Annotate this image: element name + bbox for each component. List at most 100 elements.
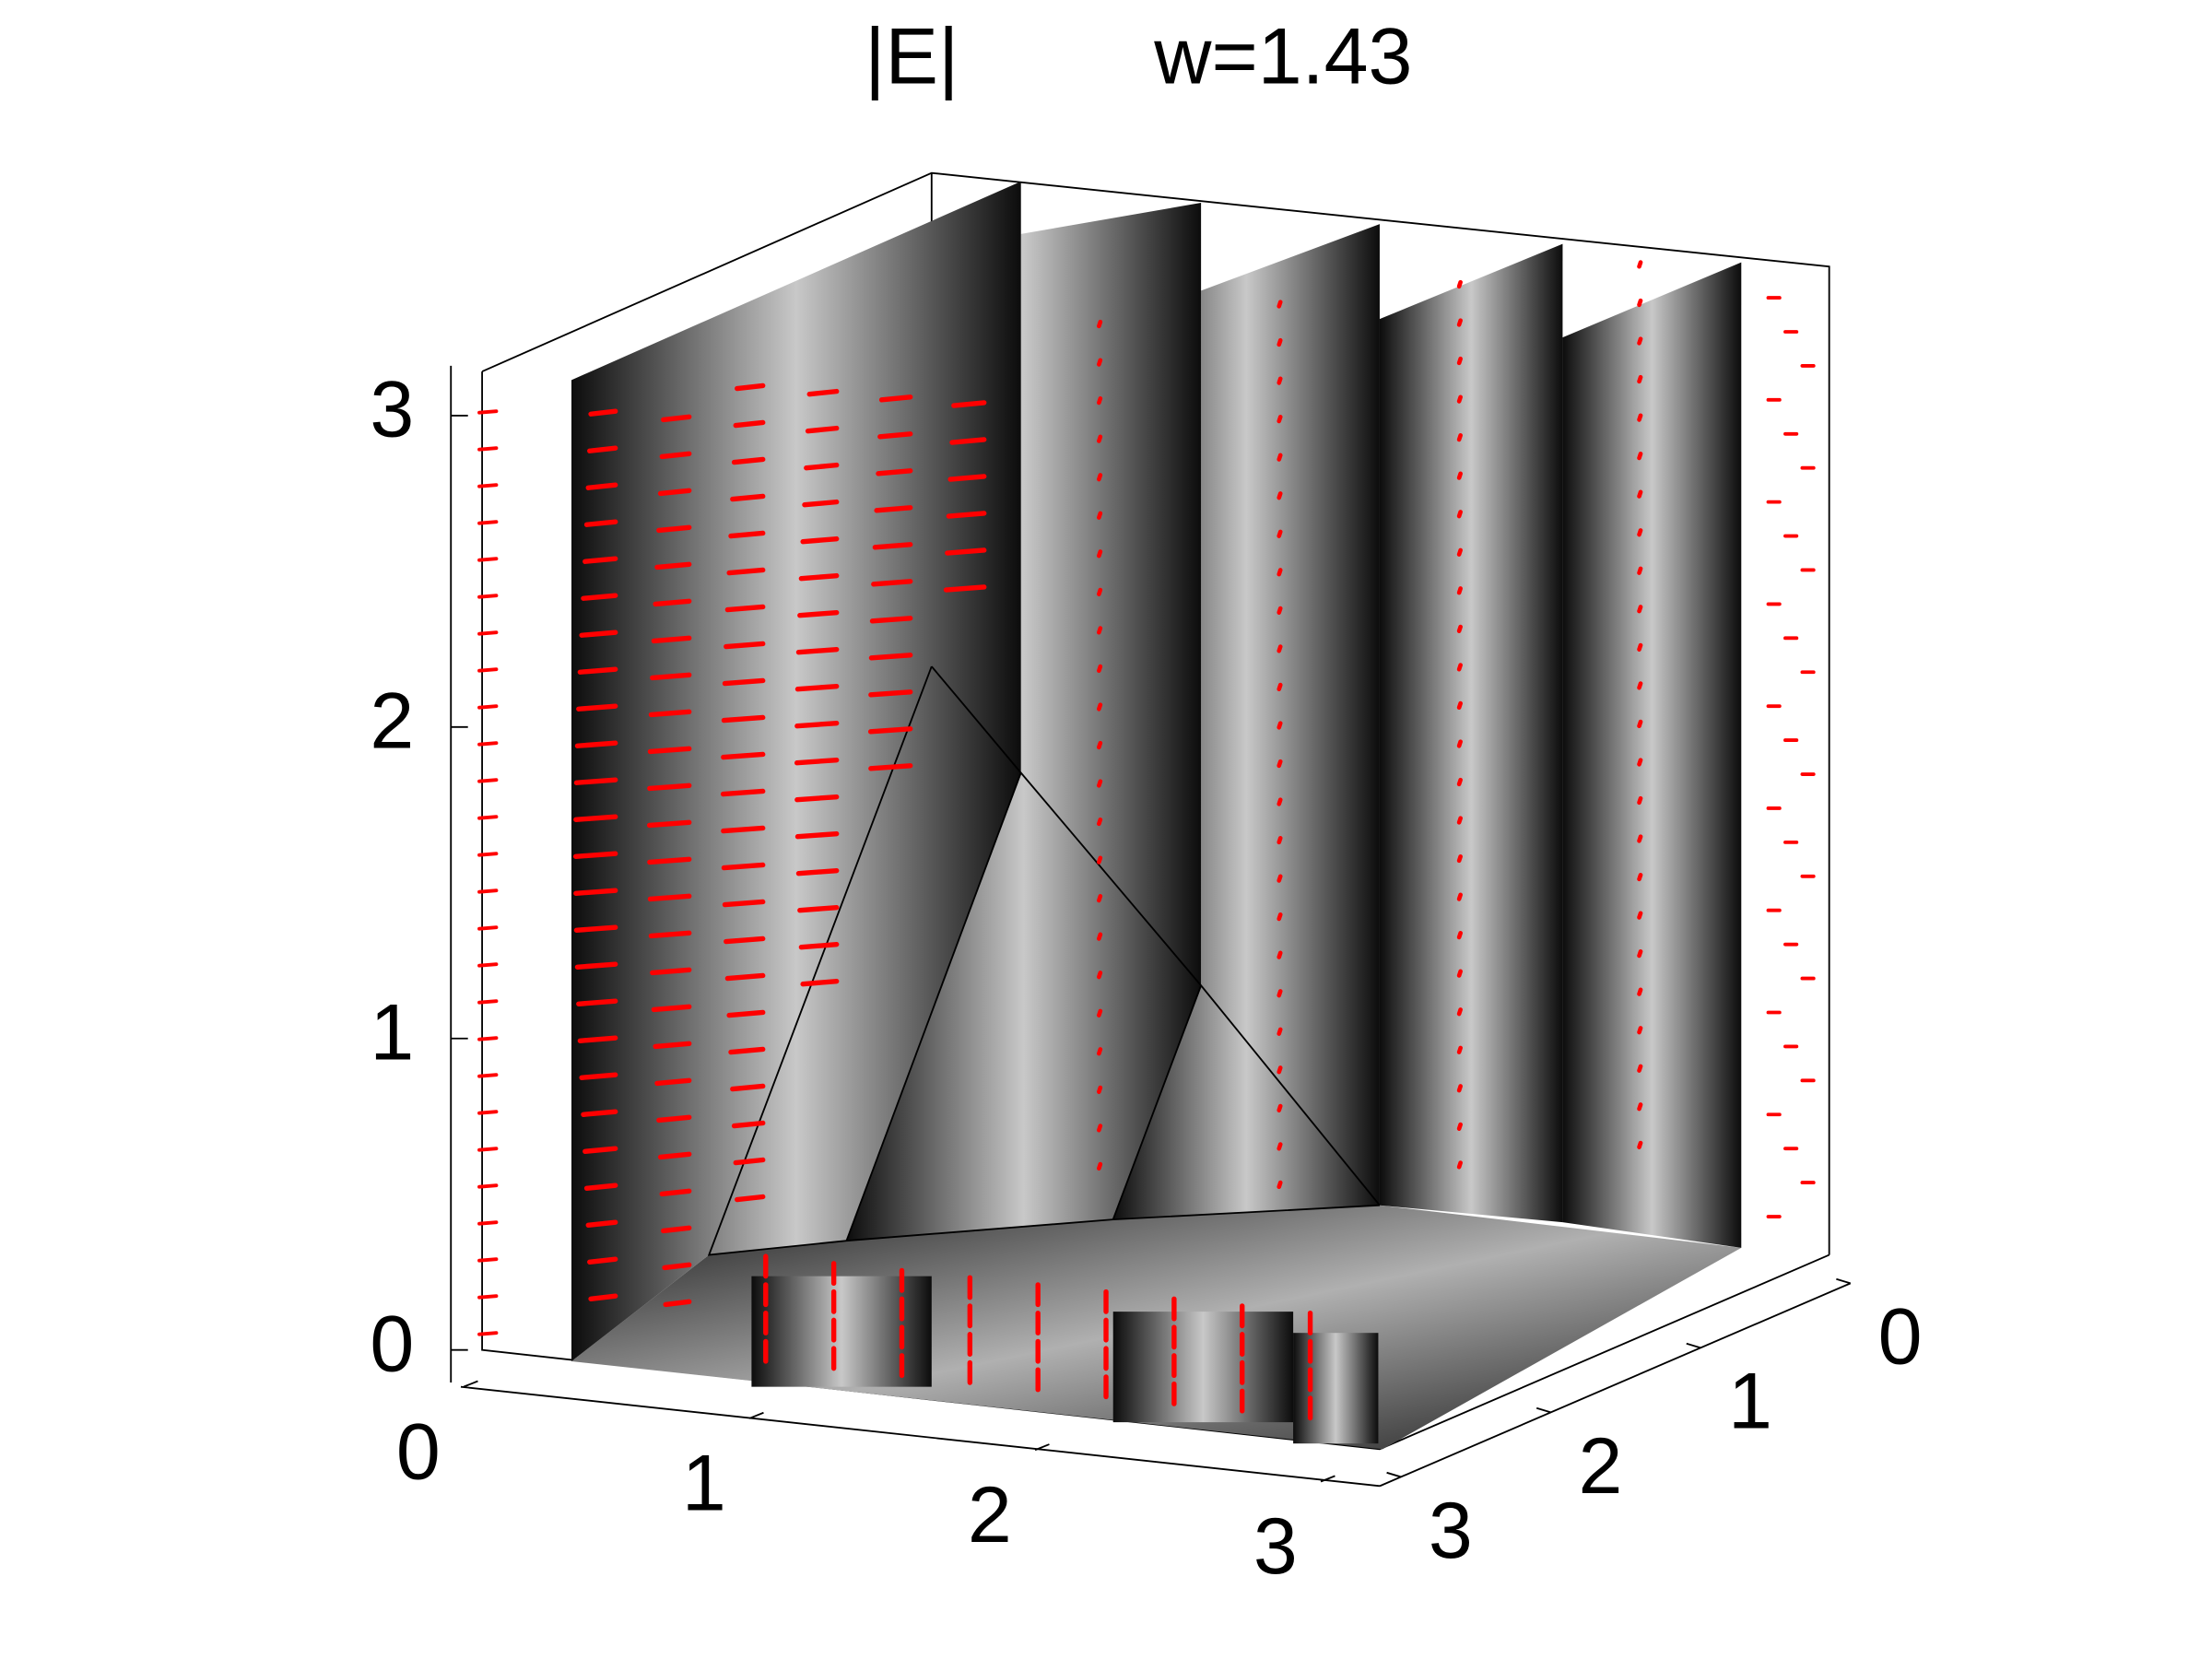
field-arrow	[949, 437, 987, 445]
field-arrow	[1637, 795, 1643, 806]
field-arrow	[477, 1220, 499, 1226]
field-arrow	[1637, 642, 1643, 652]
field-arrow	[477, 704, 499, 710]
field-arrow	[477, 1183, 499, 1189]
field-arrow	[1637, 605, 1643, 614]
field-arrow	[1097, 473, 1103, 482]
field-arrow	[1637, 489, 1643, 499]
field-arrow	[659, 1188, 692, 1197]
field-arrow	[651, 635, 692, 644]
field-arrow	[573, 777, 618, 785]
field-arrow	[797, 904, 840, 913]
field-decoration	[572, 260, 1643, 1421]
field-arrow	[1637, 1026, 1643, 1035]
slice-plane	[751, 1276, 932, 1387]
field-arrow	[574, 961, 618, 970]
field-arrow	[731, 1120, 766, 1129]
field-arrow	[1637, 872, 1643, 882]
field-arrow	[1277, 721, 1283, 730]
field-arrow	[659, 451, 692, 460]
field-arrow	[574, 740, 618, 748]
field-arrow	[1456, 931, 1463, 940]
field-arrow	[728, 1046, 766, 1055]
field-arrow	[477, 1294, 499, 1300]
field-arrow	[1637, 413, 1643, 422]
slice-plane	[1379, 243, 1563, 1223]
field-arrow	[477, 446, 499, 452]
field-arrow	[1097, 971, 1103, 980]
field-arrow	[720, 788, 766, 797]
field-arrow	[662, 1262, 692, 1271]
y-tick	[1386, 1471, 1402, 1478]
field-arrow	[653, 598, 692, 607]
field-arrow	[1277, 682, 1283, 692]
field-arrow	[1277, 606, 1283, 615]
field-arrow	[1277, 644, 1283, 653]
field-arrow	[871, 579, 913, 587]
field-arrow	[1456, 1084, 1463, 1093]
field-arrow	[1637, 1064, 1643, 1073]
field-arrow	[1637, 374, 1643, 384]
field-arrow	[946, 511, 987, 519]
field-arrow	[582, 556, 618, 564]
field-arrow	[1637, 452, 1643, 461]
field-arrow	[661, 1225, 692, 1234]
field-arrow	[1097, 1047, 1103, 1056]
field-arrow	[1456, 510, 1463, 519]
field-arrow	[477, 1073, 499, 1078]
field-arrow	[943, 584, 987, 593]
field-arrow	[581, 593, 618, 601]
field-arrow	[874, 505, 913, 513]
field-arrow	[1637, 1102, 1643, 1112]
field-arrow	[653, 1041, 692, 1050]
field-arrow	[1277, 568, 1283, 577]
field-arrow	[730, 493, 766, 502]
field-arrow	[1097, 1124, 1103, 1133]
field-arrow	[1097, 396, 1103, 406]
y-tick	[1836, 1277, 1852, 1285]
field-arrow	[1097, 1008, 1103, 1018]
field-arrow	[877, 431, 913, 440]
field-arrow	[1637, 949, 1643, 959]
field-arrow	[1277, 376, 1283, 385]
field-arrow	[576, 998, 618, 1006]
field-arrow	[1277, 415, 1283, 424]
field-arrow	[797, 609, 840, 618]
field-arrow	[876, 468, 913, 477]
slice-plane	[846, 203, 1202, 1241]
field-arrow	[730, 1083, 766, 1092]
field-arrow	[1277, 1065, 1283, 1075]
field-arrow	[1456, 1122, 1463, 1131]
field-arrow	[1637, 1140, 1643, 1149]
field-arrow	[1456, 394, 1463, 404]
field-arrow	[721, 751, 766, 760]
field-arrow	[1456, 279, 1463, 289]
field-arrow	[722, 899, 766, 908]
field-arrow	[1277, 453, 1283, 462]
field-arrow	[721, 714, 766, 724]
field-arrow	[867, 726, 913, 735]
field-arrow	[1456, 969, 1463, 978]
field-arrow	[1456, 1160, 1463, 1170]
y-tick	[1686, 1342, 1701, 1349]
field-arrow	[1277, 759, 1283, 769]
field-arrow	[654, 561, 692, 571]
field-arrow	[805, 425, 840, 434]
field-arrow	[1097, 549, 1103, 559]
box-front	[450, 365, 1852, 1488]
field-arrow	[800, 978, 840, 987]
field-arrow	[1456, 586, 1463, 595]
field-arrow	[878, 394, 913, 403]
field-arrow	[872, 542, 913, 550]
field-arrow	[724, 641, 766, 650]
field-arrow	[585, 482, 618, 490]
field-arrow	[721, 862, 766, 871]
field-arrow	[731, 456, 766, 465]
field-arrow	[1277, 529, 1283, 538]
z-tick-label: 0	[370, 1300, 414, 1388]
field-arrow	[573, 888, 618, 896]
field-arrow	[726, 1009, 766, 1018]
field-arrow	[1097, 626, 1103, 635]
field-arrow	[802, 499, 840, 508]
